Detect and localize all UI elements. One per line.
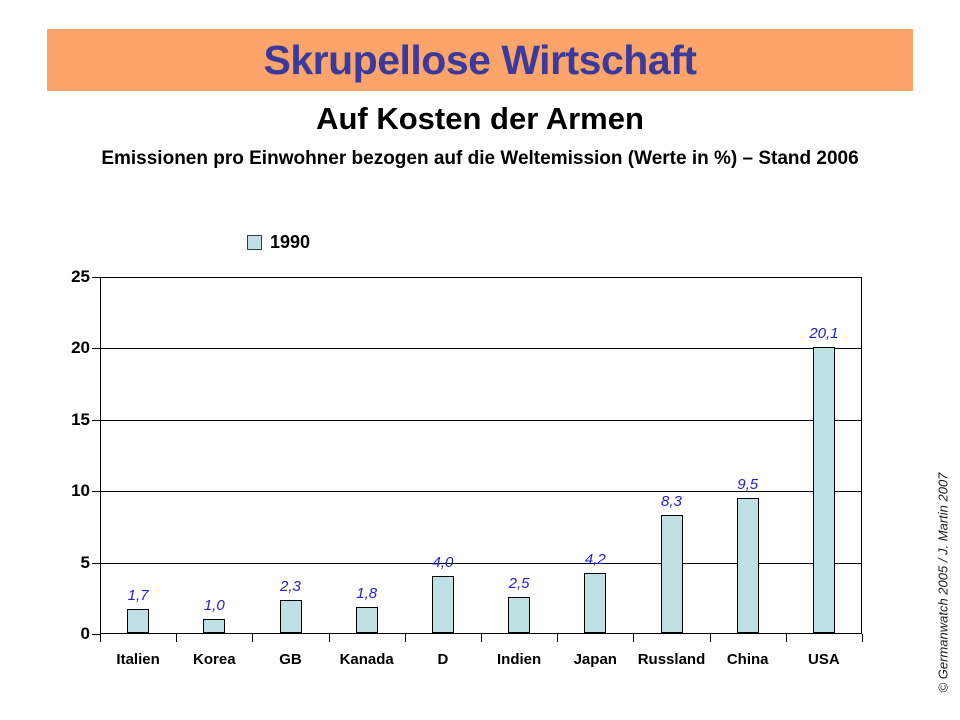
category-label: Russland — [637, 651, 706, 668]
bar-value-label: 4,0 — [432, 554, 454, 572]
y-axis-label: 0 — [80, 624, 90, 643]
y-axis-label: 15 — [71, 409, 90, 429]
x-axis-tick — [252, 634, 254, 642]
category-label: Italien — [116, 651, 160, 668]
bar-value-label: 1,7 — [127, 586, 149, 604]
category-label: Indien — [497, 651, 542, 668]
x-axis-tick — [557, 634, 559, 642]
x-axis-tick — [633, 634, 635, 642]
y-axis-tick — [92, 491, 100, 493]
title-banner: Skrupellose Wirtschaft — [47, 29, 913, 91]
category-label: China — [726, 651, 769, 668]
legend-series-label: 1990 — [270, 232, 311, 252]
bar — [584, 573, 607, 633]
x-axis-tick — [785, 634, 787, 642]
bar — [812, 346, 835, 633]
gridline — [101, 348, 861, 350]
bar-value-label: 2,3 — [280, 578, 301, 596]
bar — [660, 514, 683, 633]
category-label: USA — [808, 651, 840, 668]
y-axis-tick — [92, 419, 100, 421]
bar-value-label: 4,2 — [584, 551, 606, 569]
y-axis-label: 25 — [71, 267, 90, 286]
x-axis-tick — [176, 634, 178, 642]
category-label: Korea — [193, 651, 236, 668]
y-axis-label: 10 — [71, 481, 90, 501]
bar — [203, 618, 226, 633]
bar — [279, 600, 302, 633]
gridline — [101, 419, 861, 421]
bar — [355, 607, 378, 633]
y-axis-tick — [92, 348, 100, 350]
category-label: D — [437, 651, 449, 668]
gridline — [101, 491, 861, 493]
y-axis-tick — [92, 562, 100, 564]
x-axis-tick — [481, 634, 482, 642]
bar-value-label: 20,1 — [809, 324, 839, 342]
slide-title: Skrupellose Wirtschaft — [263, 36, 697, 83]
bar-value-label: 2,5 — [508, 575, 530, 593]
x-axis-tick — [862, 634, 863, 642]
slide-subtitle: Auf Kosten der Armen — [316, 101, 644, 136]
x-axis-tick — [709, 634, 711, 642]
x-axis-tick — [404, 634, 406, 642]
gridline — [101, 562, 861, 564]
y-axis-label: 5 — [80, 552, 90, 572]
bar-value-label: 1,0 — [203, 596, 225, 614]
category-label: GB — [279, 651, 302, 668]
x-axis-tick — [100, 634, 101, 642]
chart-description: Emissionen pro Einwohner bezogen auf die… — [101, 148, 859, 169]
bar — [431, 576, 454, 633]
bar-value-label: 1,8 — [356, 585, 378, 603]
y-axis-tick — [92, 277, 100, 278]
bar-value-label: 9,5 — [737, 475, 759, 493]
category-label: Kanada — [339, 651, 394, 668]
chart-legend: 1990 — [247, 232, 310, 253]
legend-color-swatch — [247, 235, 262, 250]
category-label: Japan — [573, 651, 617, 668]
y-axis-tick — [92, 634, 100, 635]
x-axis-tick — [328, 634, 330, 642]
bar — [508, 597, 531, 633]
plot-area — [100, 277, 862, 634]
copyright-note: © Germanwatch 2005 / J. Martin 2007 — [935, 472, 951, 693]
bar — [127, 608, 150, 633]
y-axis-label: 20 — [71, 338, 90, 358]
bar-value-label: 8,3 — [661, 492, 682, 510]
bar — [736, 497, 759, 633]
